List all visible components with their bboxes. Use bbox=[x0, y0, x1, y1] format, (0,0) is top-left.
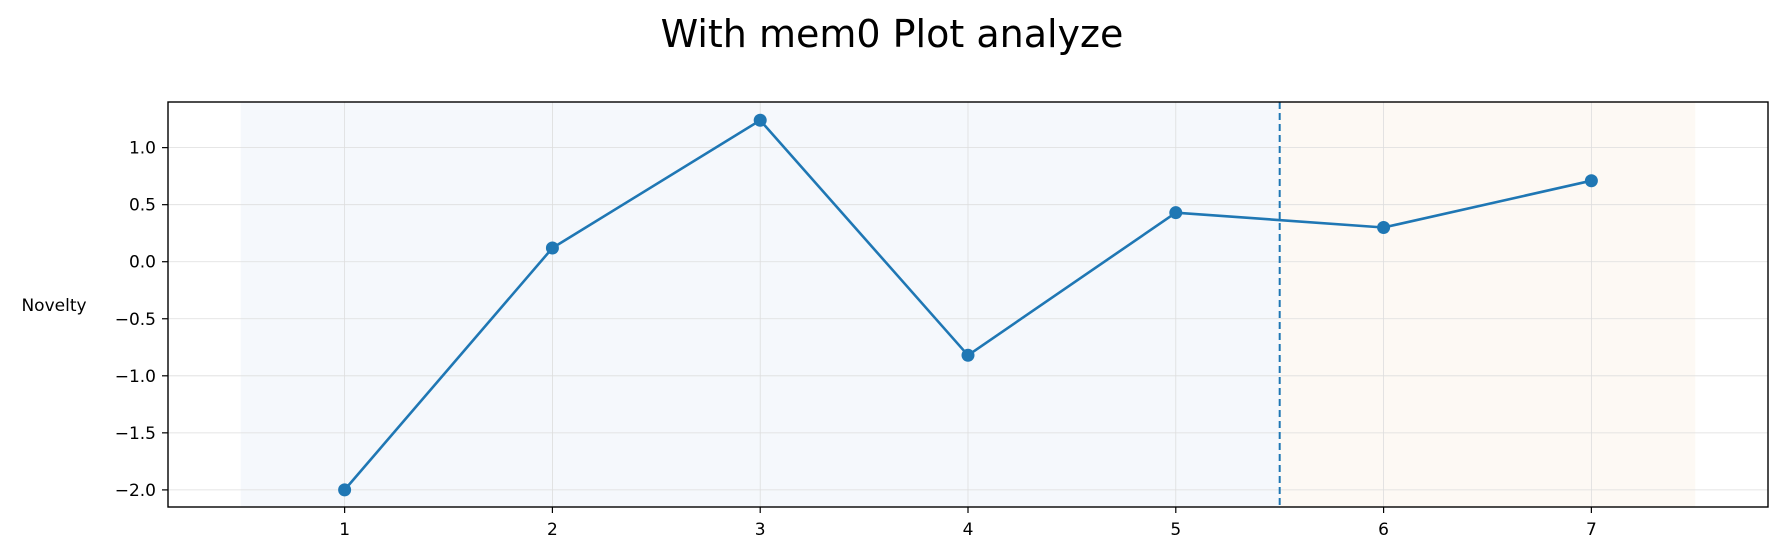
y-tick-label: −1.5 bbox=[115, 424, 156, 444]
data-point-1 bbox=[338, 483, 352, 497]
data-point-3 bbox=[753, 113, 767, 127]
data-point-5 bbox=[1169, 206, 1183, 220]
y-tick-label: 1.0 bbox=[129, 139, 156, 159]
data-point-2 bbox=[545, 241, 559, 255]
y-tick-label: −0.5 bbox=[115, 310, 156, 330]
x-tick-label: 2 bbox=[547, 520, 558, 540]
data-point-6 bbox=[1377, 220, 1391, 234]
y-tick-label: 0.5 bbox=[129, 196, 156, 216]
plot-area: 1 2 3 4 5 6 7 1.0 0.5 0.0 −0.5 −1.0 −1.5 −2.0 bbox=[115, 101, 1769, 540]
x-tick-label: 6 bbox=[1378, 520, 1389, 540]
y-tick-label: 0.0 bbox=[129, 253, 156, 273]
x-tick-label: 5 bbox=[1170, 520, 1181, 540]
y-axis-label: Novelty bbox=[21, 296, 86, 316]
x-tick-label: 3 bbox=[755, 520, 766, 540]
y-tick-label: −1.0 bbox=[115, 367, 156, 387]
shaded-region-2 bbox=[1279, 102, 1696, 507]
data-point-7 bbox=[1584, 174, 1598, 188]
x-tick-label: 1 bbox=[339, 520, 350, 540]
x-tick-label: 4 bbox=[963, 520, 974, 540]
x-tick-label: 7 bbox=[1586, 520, 1597, 540]
chart-title: With mem0 Plot analyze bbox=[661, 12, 1124, 56]
data-point-4 bbox=[961, 348, 975, 362]
y-tick-label: −2.0 bbox=[115, 481, 156, 501]
